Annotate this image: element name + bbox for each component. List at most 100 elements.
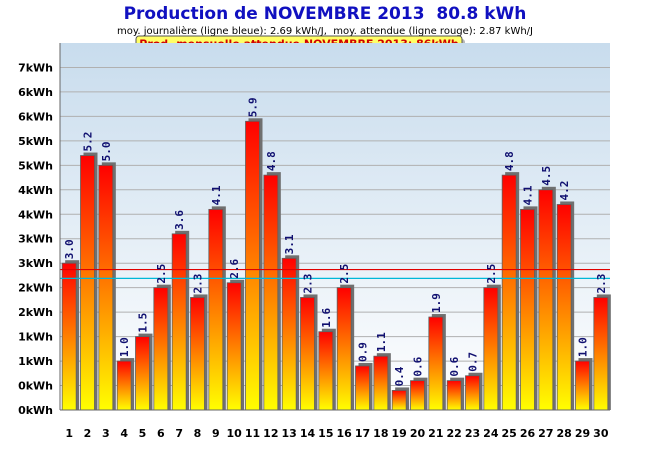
y-tick-label: 6kWh [18,110,53,123]
bar [336,287,352,411]
value-label: 2.5 [155,264,168,284]
bar [556,204,572,411]
bar [153,287,169,411]
bar [80,155,95,411]
bar [391,390,407,411]
x-tick-label: 10 [227,427,243,440]
value-label: 2.6 [228,259,241,279]
x-tick-label: 26 [520,427,536,440]
value-label: 2.3 [192,274,205,294]
value-label: 2.3 [302,274,315,294]
y-tick-label: 7kWh [18,61,53,74]
x-tick-label: 17 [355,427,370,440]
x-tick-label: 16 [337,427,353,440]
bar [263,174,279,411]
bar [281,257,297,411]
y-tick-label: 4kWh [18,208,53,221]
x-tick-label: 12 [263,427,278,440]
x-tick-label: 7 [175,427,183,440]
x-tick-label: 13 [282,427,297,440]
value-label: 2.5 [485,264,498,284]
value-label: 1.5 [137,313,150,333]
bar [116,360,132,411]
value-label: 4.8 [265,151,278,171]
x-tick-label: 21 [428,427,443,440]
x-tick-label: 27 [538,427,553,440]
bar [208,208,224,411]
value-label: 0.6 [412,356,425,376]
bar [355,365,370,411]
x-tick-label: 15 [318,427,333,440]
y-tick-label: 0kWh [18,380,53,393]
bar [538,189,554,411]
value-label: 4.2 [558,181,571,201]
value-label: 5.9 [247,97,260,117]
bars [61,118,611,411]
value-label: 3.6 [173,210,186,230]
value-label: 4.1 [522,185,535,205]
bar [245,120,260,411]
x-tick-label: 29 [575,427,590,440]
bar [410,380,425,411]
y-tick-label: 3kWh [18,233,53,246]
x-tick-label: 19 [392,427,407,440]
x-tick-label: 1 [65,427,73,440]
x-tick-label: 5 [139,427,147,440]
y-axis-ticks: 0kWh 0kWh 1kWh 1kWh 2kWh 2kWh 3kWh 3kWh 4kWh 4kWh… [18,61,53,417]
x-tick-label: 24 [483,427,499,440]
value-label: 2.5 [338,264,351,284]
x-tick-label: 11 [245,427,260,440]
y-tick-label: 2kWh [18,282,53,295]
bar [520,208,535,411]
y-tick-label: 4kWh [18,184,53,197]
bar [465,375,480,411]
value-label: 4.1 [210,185,223,205]
x-tick-label: 18 [373,427,388,440]
x-tick-label: 14 [300,427,316,440]
y-tick-label: 5kWh [18,135,53,148]
value-label: 4.5 [540,166,553,186]
bar [373,355,389,411]
value-label: 0.7 [467,352,480,372]
bar [300,297,315,411]
y-tick-label: 1kWh [18,355,53,368]
x-tick-label: 4 [120,427,128,440]
x-tick-label: 9 [212,427,220,440]
x-tick-label: 20 [410,427,426,440]
x-tick-label: 25 [502,427,517,440]
value-labels: 3.0 5.2 5.0 1.0 1.5 2.5 3.6 2.3 4.1 2.6 5.9 4.8 3.1 2… [63,97,608,386]
value-label: 2.3 [595,274,608,294]
bar [318,331,334,411]
y-tick-label: 5kWh [18,159,53,172]
y-tick-label: 6kWh [18,86,53,99]
value-label: 1.0 [118,337,131,357]
bar [593,297,609,411]
value-label: 1.9 [430,293,443,313]
value-label: 5.2 [82,132,95,152]
value-label: 1.0 [577,337,590,357]
chart-subtitle: moy. journalière (ligne bleue): 2.69 kWh… [117,25,533,37]
x-tick-label: 23 [465,427,480,440]
x-axis-ticks: 1 2 3 4 5 6 7 8 9 10 11 12 13 14 15 16 17 18 19 20 21 22 23 24 2… [65,427,608,440]
x-tick-label: 22 [447,427,462,440]
value-label: 0.6 [448,356,461,376]
value-label: 1.1 [375,332,388,352]
y-tick-label: 1kWh [18,331,53,344]
value-label: 3.0 [63,239,76,259]
value-label: 4.8 [503,151,516,171]
y-tick-label: 3kWh [18,257,53,270]
bar [483,287,499,411]
bar [501,174,517,411]
y-tick-label: 2kWh [18,306,53,319]
value-label: 0.9 [357,342,370,362]
x-tick-label: 2 [84,427,92,440]
x-tick-label: 30 [593,427,609,440]
value-label: 3.1 [283,234,296,254]
average-lines [60,268,610,279]
y-tick-label: 0kWh [18,404,53,417]
chart-title: Production de NOVEMBRE 2013 80.8 kWh [124,4,527,24]
x-tick-label: 8 [194,427,202,440]
bar [61,262,77,411]
x-tick-label: 28 [557,427,572,440]
